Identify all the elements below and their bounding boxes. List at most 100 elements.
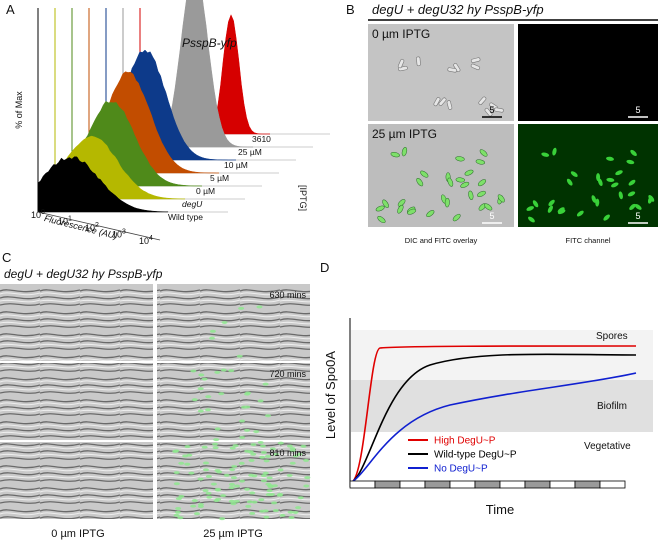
fluorescent-cell bbox=[618, 191, 623, 200]
row-label: 0 µm IPTG bbox=[372, 27, 430, 41]
fluorescent-cell bbox=[197, 409, 204, 413]
fluorescent-cell bbox=[214, 488, 221, 492]
cell bbox=[452, 213, 461, 222]
cell bbox=[444, 197, 450, 208]
fluorescent-cell bbox=[288, 516, 295, 520]
depth-label: 3610 bbox=[252, 134, 271, 144]
fluorescent-cell bbox=[206, 495, 213, 499]
cell bbox=[477, 190, 486, 197]
fluorescent-cell bbox=[191, 398, 198, 402]
fluorescent-cell bbox=[250, 443, 257, 447]
fluorescent-cell bbox=[277, 441, 284, 445]
fluorescent-cell bbox=[220, 368, 227, 372]
micrograph bbox=[518, 24, 658, 121]
fluorescent-cell bbox=[295, 506, 302, 510]
fluorescent-cell bbox=[248, 458, 255, 462]
cell bbox=[390, 151, 400, 158]
fluorescent-cell bbox=[178, 494, 185, 498]
fluorescent-cell bbox=[244, 449, 251, 453]
cell bbox=[420, 170, 429, 178]
fluorescent-cell bbox=[570, 171, 578, 177]
fluorescent-cell bbox=[209, 329, 216, 333]
depth-labels: 3610 25 µM 10 µM 5 µM 0 µM degU Wild type bbox=[168, 134, 271, 222]
legend-label: High DegU~P bbox=[434, 436, 496, 447]
fluorescent-cell bbox=[204, 408, 211, 412]
fluorescent-cell bbox=[239, 435, 246, 439]
cell bbox=[484, 203, 493, 211]
fluorescent-cell bbox=[289, 449, 296, 453]
panel-letter: B bbox=[346, 2, 355, 17]
fluorescent-cell bbox=[221, 320, 228, 324]
fluorescent-cell bbox=[279, 513, 286, 517]
x-axis-title: Fluorescence (AU) bbox=[43, 213, 118, 241]
fluorescent-cell bbox=[628, 179, 636, 186]
fluorescent-cell bbox=[244, 487, 251, 491]
tick-base: 10 bbox=[31, 210, 41, 220]
fluorescent-cell bbox=[256, 305, 263, 309]
fluorescent-cell bbox=[627, 191, 636, 197]
fluorescent-cell bbox=[286, 473, 293, 477]
fluorescent-cell bbox=[238, 461, 245, 465]
fluorescent-cell bbox=[203, 468, 210, 472]
fluorescent-cell bbox=[173, 482, 180, 486]
fluorescent-cell bbox=[234, 484, 241, 488]
cell bbox=[455, 156, 465, 162]
fluorescent-cell bbox=[198, 373, 205, 377]
fluorescent-cell bbox=[297, 496, 304, 500]
cell bbox=[447, 177, 454, 187]
fluorescent-cell bbox=[603, 214, 610, 221]
fluorescent-cell bbox=[300, 444, 307, 448]
fluorescent-cell bbox=[230, 502, 237, 506]
scale-label: 5 bbox=[489, 211, 494, 221]
cell bbox=[416, 56, 421, 67]
cell bbox=[455, 177, 466, 183]
depth-label: 10 µM bbox=[224, 160, 248, 170]
fluorescent-cell bbox=[595, 198, 600, 207]
panel-letter: D bbox=[320, 260, 329, 275]
fluorescent-cell bbox=[257, 399, 264, 403]
micrograph bbox=[157, 363, 310, 440]
time-segment bbox=[599, 480, 626, 489]
fluorescent-cell bbox=[257, 440, 264, 444]
fluorescent-cell bbox=[287, 510, 294, 514]
curve bbox=[351, 372, 637, 483]
x-axis-title: Time bbox=[486, 502, 514, 517]
fluorescent-cell bbox=[190, 504, 197, 508]
time-segment bbox=[574, 480, 601, 489]
fluorescent-cell bbox=[177, 516, 184, 520]
fluorescent-cell bbox=[190, 369, 197, 373]
fluorescent-cell bbox=[244, 405, 251, 409]
fluorescent-cell bbox=[303, 484, 310, 488]
fluorescent-cell bbox=[528, 216, 535, 223]
time-segment bbox=[524, 480, 551, 489]
fluorescent-cell bbox=[626, 159, 635, 165]
micrograph bbox=[0, 363, 153, 440]
cell bbox=[478, 96, 487, 105]
fluorescent-cell bbox=[248, 473, 255, 477]
micrograph bbox=[0, 284, 153, 361]
fluorescent-cell bbox=[233, 499, 240, 503]
fluorescent-cell bbox=[201, 377, 208, 381]
legend-label: No DegU~P bbox=[434, 464, 488, 475]
fluorescent-cell bbox=[218, 392, 225, 396]
depth-label: 25 µM bbox=[238, 147, 262, 157]
fluorescent-cell bbox=[611, 182, 619, 188]
histogram-stack bbox=[37, 0, 330, 241]
scale-label: 5 bbox=[635, 211, 640, 221]
curves bbox=[351, 345, 637, 483]
fluorescent-cell bbox=[258, 498, 265, 502]
fluorescent-cell bbox=[606, 177, 615, 182]
cell bbox=[397, 59, 405, 69]
fluorescent-cell bbox=[253, 430, 260, 434]
depth-axis-title: [IPTG] bbox=[298, 185, 308, 211]
fluorescent-cell bbox=[262, 382, 269, 386]
fluorescent-cell bbox=[229, 468, 236, 472]
curve bbox=[351, 345, 637, 483]
fluorescent-cell bbox=[303, 458, 310, 462]
scale-bars: 5 5 5 5 bbox=[482, 105, 648, 224]
time-label: 630 mins bbox=[269, 290, 306, 300]
fluorescent-cell bbox=[214, 370, 221, 374]
fluorescent-cell bbox=[262, 509, 269, 513]
x-tick-label: 100 bbox=[31, 209, 45, 220]
